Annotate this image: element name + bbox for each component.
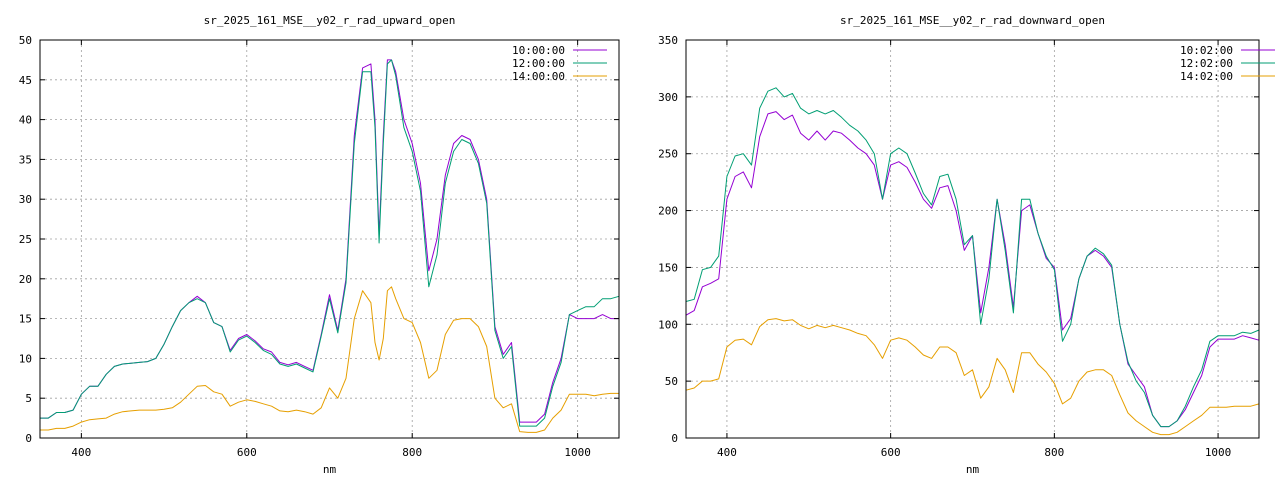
y-tick-label: 0: [25, 432, 32, 445]
x-axis-label: nm: [323, 463, 337, 476]
chart-title: sr_2025_161_MSE__y02_r_rad_upward_open: [204, 14, 456, 27]
y-tick-label: 45: [19, 74, 32, 87]
x-tick-label: 600: [881, 446, 901, 459]
y-tick-label: 100: [658, 318, 678, 331]
y-tick-label: 150: [658, 261, 678, 274]
legend-label: 14:00:00: [512, 70, 565, 83]
chart-title: sr_2025_161_MSE__y02_r_rad_downward_open: [840, 14, 1105, 27]
downward-radiance-chart: 400 600 800 1000 0 50 100 150 200 250 300 350 sr_202…: [658, 14, 1275, 476]
y-tick-label: 300: [658, 91, 678, 104]
x-tick-label: 400: [717, 446, 737, 459]
y-tick-label: 250: [658, 148, 678, 161]
y-tick-label: 40: [19, 114, 32, 127]
x-tick-label: 800: [1044, 446, 1064, 459]
y-tick-label: 0: [671, 432, 678, 445]
legend-label: 10:02:00: [1180, 44, 1233, 57]
y-tick-label: 350: [658, 34, 678, 47]
x-tick-label: 1000: [1205, 446, 1232, 459]
y-tick-label: 20: [19, 273, 32, 286]
y-tick-label: 35: [19, 153, 32, 166]
y-tick-label: 15: [19, 313, 32, 326]
plot-frame: [685, 39, 1260, 439]
y-tick-label: 50: [665, 375, 678, 388]
x-tick-label: 600: [237, 446, 257, 459]
y-tick-label: 5: [25, 392, 32, 405]
series-line-140200: [685, 318, 1260, 436]
legend-label: 12:00:00: [512, 57, 565, 70]
x-tick-label: 1000: [564, 446, 591, 459]
y-tick-label: 30: [19, 193, 32, 206]
y-tick-label: 25: [19, 233, 32, 246]
legend-label: 12:02:00: [1180, 57, 1233, 70]
series-line-100000: [40, 59, 619, 423]
x-tick-label: 400: [71, 446, 91, 459]
series-line-120000: [40, 59, 620, 427]
x-tick-label: 800: [402, 446, 422, 459]
upward-radiance-chart: 400 600 800 1000 0 5 10 15 20 25 30 35 40 45 50 sr_2025…: [19, 14, 620, 476]
series-line-140000: [40, 286, 619, 433]
y-tick-label: 10: [19, 352, 32, 365]
x-axis-label: nm: [966, 463, 980, 476]
series-line-100200: [685, 111, 1260, 428]
y-tick-label: 200: [658, 205, 678, 218]
series-line-120200: [685, 87, 1260, 428]
legend-label: 14:02:00: [1180, 70, 1233, 83]
legend-label: 10:00:00: [512, 44, 565, 57]
y-tick-label: 50: [19, 34, 32, 47]
